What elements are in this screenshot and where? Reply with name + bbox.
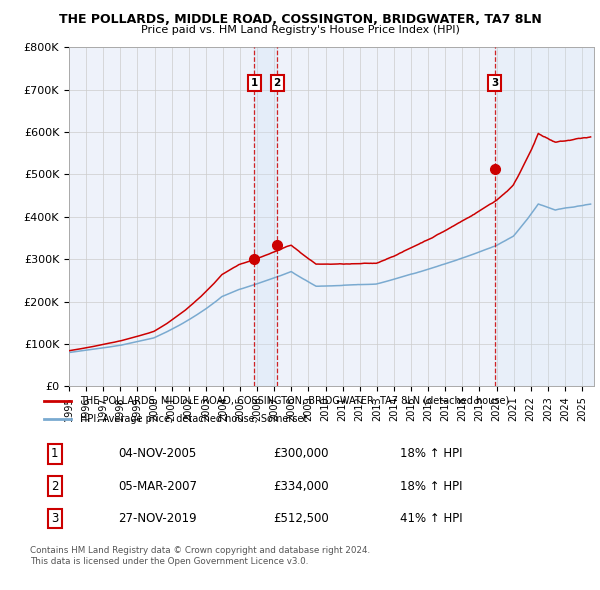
Text: 41% ↑ HPI: 41% ↑ HPI xyxy=(400,512,463,525)
Text: THE POLLARDS, MIDDLE ROAD, COSSINGTON, BRIDGWATER, TA7 8LN (detached house): THE POLLARDS, MIDDLE ROAD, COSSINGTON, B… xyxy=(80,396,509,406)
Text: 3: 3 xyxy=(51,512,59,525)
Text: 2: 2 xyxy=(51,480,59,493)
Bar xyxy=(495,47,594,386)
Text: 2: 2 xyxy=(274,78,281,88)
Text: £334,000: £334,000 xyxy=(273,480,329,493)
Text: THE POLLARDS, MIDDLE ROAD, COSSINGTON, BRIDGWATER, TA7 8LN: THE POLLARDS, MIDDLE ROAD, COSSINGTON, B… xyxy=(59,13,541,26)
Text: 18% ↑ HPI: 18% ↑ HPI xyxy=(400,480,463,493)
Text: HPI: Average price, detached house, Somerset: HPI: Average price, detached house, Some… xyxy=(80,415,307,424)
Text: This data is licensed under the Open Government Licence v3.0.: This data is licensed under the Open Gov… xyxy=(30,557,308,566)
Bar xyxy=(254,47,277,386)
Text: £512,500: £512,500 xyxy=(273,512,329,525)
Text: Price paid vs. HM Land Registry's House Price Index (HPI): Price paid vs. HM Land Registry's House … xyxy=(140,25,460,35)
Text: Contains HM Land Registry data © Crown copyright and database right 2024.: Contains HM Land Registry data © Crown c… xyxy=(30,546,370,555)
Text: 18% ↑ HPI: 18% ↑ HPI xyxy=(400,447,463,460)
Text: £300,000: £300,000 xyxy=(273,447,328,460)
Text: 05-MAR-2007: 05-MAR-2007 xyxy=(118,480,197,493)
Text: 3: 3 xyxy=(491,78,499,88)
Text: 1: 1 xyxy=(51,447,59,460)
Text: 1: 1 xyxy=(251,78,258,88)
Text: 04-NOV-2005: 04-NOV-2005 xyxy=(118,447,197,460)
Text: 27-NOV-2019: 27-NOV-2019 xyxy=(118,512,197,525)
